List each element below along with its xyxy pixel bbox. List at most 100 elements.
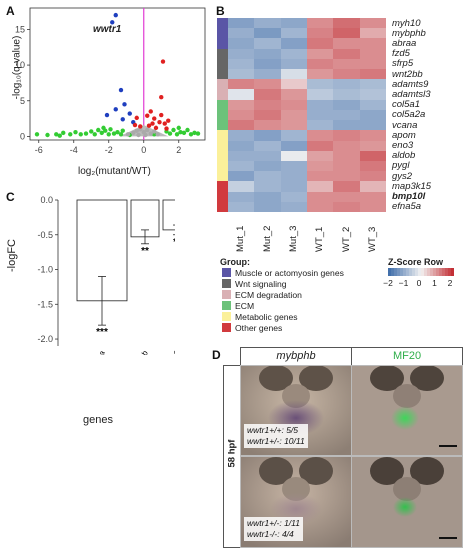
photo-col2-title: MF20 — [392, 350, 422, 362]
group-bar-segment — [217, 150, 228, 162]
scale-bar — [439, 445, 457, 447]
heatmap-cell — [359, 191, 387, 203]
heatmap-cell — [228, 201, 255, 213]
volcano-point — [134, 128, 139, 133]
volcano-point — [127, 111, 132, 116]
heatmap-cell — [280, 18, 308, 29]
heatmap-cell — [359, 69, 387, 80]
heatmap-cell — [280, 130, 308, 142]
volcano-point — [45, 132, 50, 138]
volcano-point — [146, 123, 152, 128]
zscore-tick-label: 1 — [432, 278, 437, 288]
significance-stars: ** — [141, 246, 149, 257]
volcano-point — [148, 109, 153, 114]
heatmap-cell — [333, 79, 361, 90]
heatmap-cell — [228, 38, 255, 50]
gene-label: vcana — [392, 119, 418, 131]
bar-xlabel: genes — [83, 414, 113, 426]
heatmap-cell — [359, 160, 387, 172]
heatmap-cell — [280, 201, 308, 213]
heatmap-column-label: Mut_3 — [287, 225, 299, 252]
group-bar-segment — [217, 28, 228, 39]
group-bar-segment — [217, 140, 228, 152]
heatmap-column-labels: Mut_1 Mut_2 Mut_3 WT_1 WT_2 WT_3 — [228, 212, 386, 254]
group-bar-segment — [217, 109, 228, 121]
volcano-point — [120, 117, 125, 122]
volcano-point — [167, 131, 173, 136]
volcano-point — [120, 128, 125, 133]
heatmap-cell — [228, 171, 255, 182]
heatmap-cell — [307, 48, 334, 60]
heatmap-cell — [359, 150, 387, 162]
heatmap-cell — [280, 120, 308, 131]
heatmap-cell — [254, 79, 282, 90]
heatmap-cell — [280, 99, 308, 111]
heatmap-cell — [333, 150, 361, 162]
volcano-point — [192, 130, 197, 136]
heatmap-column-label: Mut_1 — [235, 225, 247, 252]
zscore-bar-step — [409, 268, 413, 276]
heatmap-cell — [254, 69, 282, 80]
volcano-point — [101, 125, 106, 131]
zscore-title: Z-Score Row — [388, 257, 444, 267]
zscore-bar-step — [436, 268, 440, 276]
zscore-tick-label: −1 — [398, 278, 409, 288]
volcano-point — [176, 125, 181, 131]
heatmap-cell — [254, 201, 282, 213]
volcano-point — [162, 121, 167, 126]
zscore-bar-step — [400, 268, 404, 276]
heatmap-cell — [228, 140, 255, 152]
zscore-bar-step — [427, 268, 431, 276]
volcano-point — [113, 12, 118, 18]
heatmap-cell — [254, 120, 282, 131]
heatmap-cell — [254, 38, 282, 50]
volcano-point — [166, 118, 171, 123]
heatmap-cell — [333, 48, 361, 60]
volcano-point — [57, 133, 62, 138]
zscore-bar-step — [406, 268, 410, 276]
heatmap-cell — [359, 89, 387, 101]
embryo-image — [352, 457, 462, 547]
group-legend-swatch — [222, 268, 231, 277]
volcano-point — [131, 130, 136, 136]
group-bar-segment — [217, 130, 228, 142]
volcano-point — [145, 127, 150, 133]
heatmap-cell — [228, 48, 255, 60]
gene-label: abraa — [392, 37, 417, 49]
volcano-frame — [29, 7, 206, 141]
embryo-image — [352, 366, 462, 455]
heatmap-cell — [307, 18, 334, 29]
heatmap-cell — [228, 18, 255, 29]
heatmap-cell — [359, 201, 387, 213]
bar-ylabel: -logFC — [6, 238, 18, 272]
volcano-point — [118, 132, 124, 137]
volcano-point — [115, 129, 120, 135]
zscore-bar-step — [391, 268, 395, 276]
heatmap-cell — [333, 69, 361, 80]
volcano-axes: -6 -4 -2 0 2 0 5 10 15 — [15, 7, 206, 155]
gene-label: efna5a — [392, 201, 422, 213]
volcano-point — [188, 132, 194, 137]
zscore-tick-label: 0 — [416, 278, 422, 288]
gene-label: adamtsl3 — [392, 88, 431, 100]
heatmap-cell — [307, 171, 334, 182]
heatmap-cell — [307, 28, 334, 39]
heatmap-cell — [228, 120, 255, 131]
significance-stars: *** — [96, 327, 108, 338]
heatmap-cell — [359, 109, 387, 121]
gene-label: mybphb — [392, 27, 426, 39]
bar-y-tick-label: -0.5 — [37, 230, 53, 240]
significance-stars: ** — [173, 237, 175, 248]
volcano-point — [159, 112, 164, 118]
zscore-tick-label: 2 — [447, 278, 453, 288]
heatmap-cell — [307, 181, 334, 193]
heatmap-cell — [254, 150, 282, 162]
heatmap-cell — [280, 58, 308, 70]
heatmap-cell — [280, 79, 308, 90]
volcano-point — [150, 121, 155, 126]
gene-label: sfrp5 — [392, 58, 414, 70]
gene-label: col5a2a — [392, 109, 426, 121]
zscore-bar-step — [397, 268, 401, 276]
group-legend-item: Metabolic genes — [222, 312, 298, 322]
heatmap-cell — [359, 120, 387, 131]
